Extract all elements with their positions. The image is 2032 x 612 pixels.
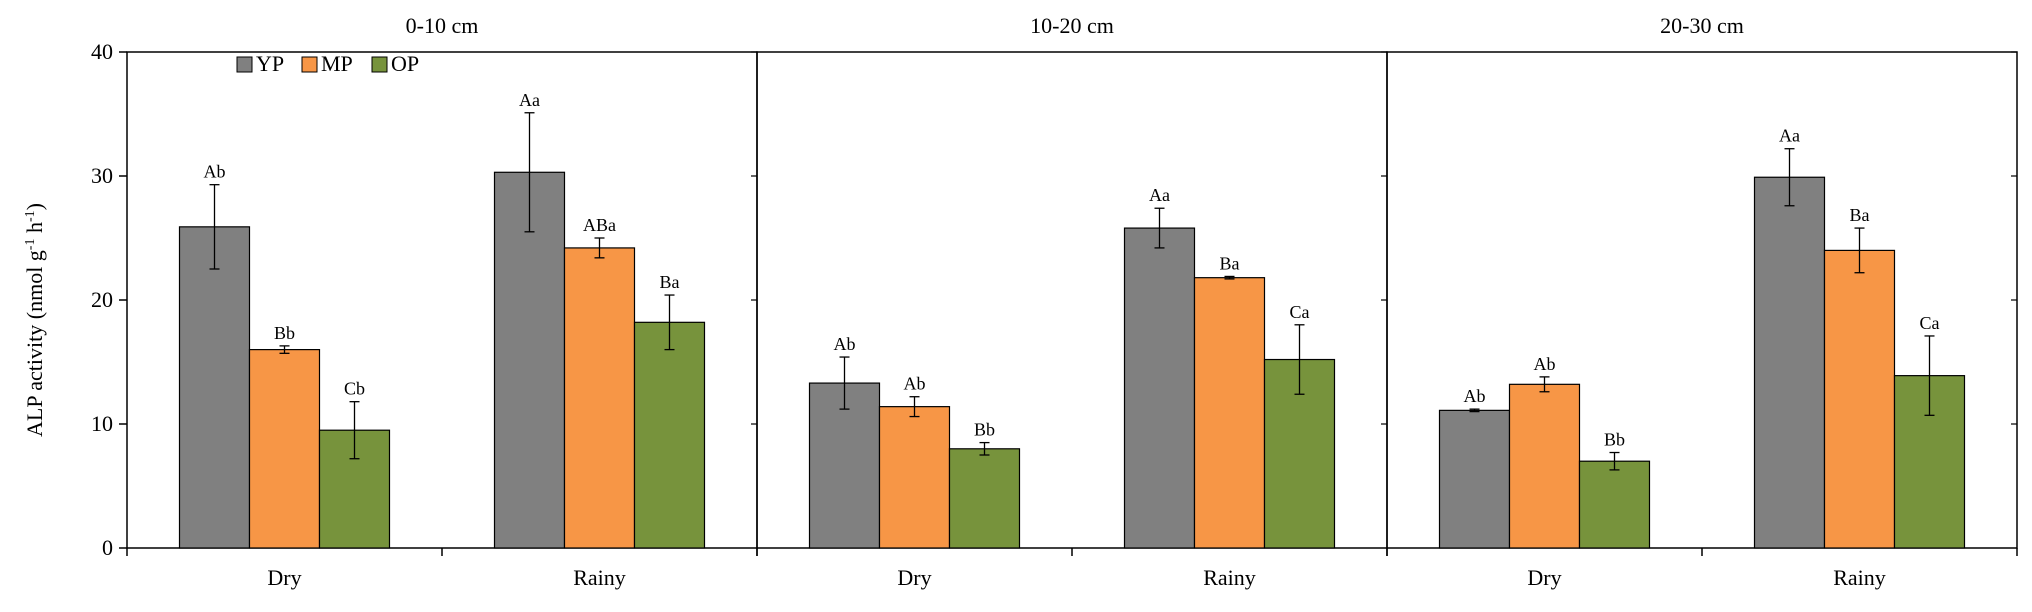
- legend-label-op: OP: [391, 51, 419, 76]
- bar-yp: [1753, 176, 1826, 549]
- bar-mp: [878, 406, 951, 549]
- panel-title: 20-30 cm: [1660, 13, 1744, 38]
- y-tick-label: 0: [102, 535, 113, 560]
- significance-label: ABa: [583, 215, 616, 235]
- bar-yp: [1438, 409, 1511, 549]
- x-category-label: Rainy: [1833, 565, 1886, 590]
- bar-mp: [1508, 383, 1581, 549]
- significance-label: Bb: [1604, 430, 1625, 450]
- significance-label: Ab: [1534, 354, 1556, 374]
- bar-op: [948, 448, 1021, 549]
- y-tick-label: 30: [91, 163, 113, 188]
- significance-label: Aa: [519, 90, 540, 110]
- x-category-label: Dry: [1527, 565, 1561, 590]
- significance-label: Ab: [904, 374, 926, 394]
- legend-swatch-yp: [236, 56, 253, 73]
- significance-label: Cb: [344, 379, 365, 399]
- significance-label: Aa: [1779, 126, 1800, 146]
- bar-mp: [248, 349, 321, 549]
- bar-mp: [563, 247, 636, 549]
- significance-label: Ab: [204, 162, 226, 182]
- legend-label-yp: YP: [256, 51, 284, 76]
- bar-yp: [1123, 227, 1196, 549]
- significance-label: Ab: [834, 334, 856, 354]
- y-axis-label: ALP activity (nmol g-1 h-1): [22, 203, 47, 437]
- y-tick-label: 40: [91, 39, 113, 64]
- legend: YP MP OP: [236, 51, 419, 76]
- significance-label: Ca: [1290, 302, 1310, 322]
- legend-label-mp: MP: [321, 51, 353, 76]
- significance-label: Ab: [1464, 386, 1486, 406]
- significance-label: Bb: [274, 323, 295, 343]
- y-tick-label: 20: [91, 287, 113, 312]
- significance-label: Ba: [1220, 253, 1240, 273]
- bar-yp: [178, 226, 251, 549]
- significance-label: Aa: [1149, 185, 1170, 205]
- panel-title: 0-10 cm: [406, 13, 479, 38]
- labels-layer: 0 10 20 30 40 0-10 cm Dry Ab Bb Cb Rainy Aa ABa Ba 10-…: [91, 13, 1940, 590]
- bar-op: [1578, 460, 1651, 549]
- axes-layer: [119, 51, 2018, 556]
- x-category-label: Dry: [897, 565, 931, 590]
- bar-mp: [1823, 249, 1896, 549]
- panel-title: 10-20 cm: [1030, 13, 1114, 38]
- bar-mp: [1193, 277, 1266, 549]
- x-category-label: Rainy: [1203, 565, 1256, 590]
- y-tick-label: 10: [91, 411, 113, 436]
- legend-swatch-op: [371, 56, 388, 73]
- x-category-label: Rainy: [573, 565, 626, 590]
- bars-layer: [178, 112, 1966, 549]
- x-category-label: Dry: [267, 565, 301, 590]
- significance-label: Ba: [660, 272, 680, 292]
- legend-swatch-mp: [301, 56, 318, 73]
- significance-label: Bb: [974, 420, 995, 440]
- significance-label: Ca: [1920, 313, 1940, 333]
- significance-label: Ba: [1850, 205, 1870, 225]
- bar-op: [633, 321, 706, 549]
